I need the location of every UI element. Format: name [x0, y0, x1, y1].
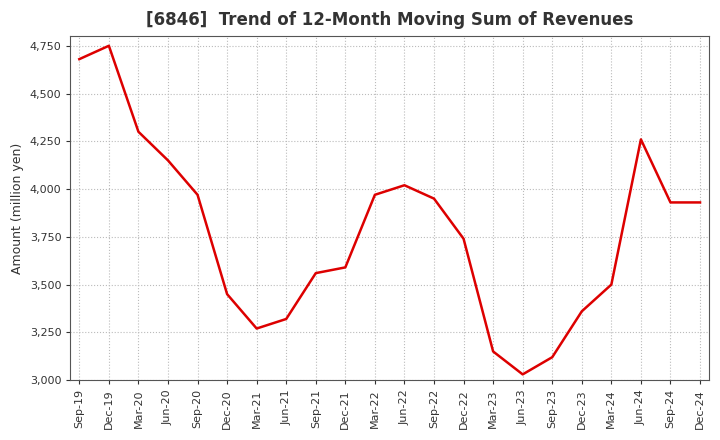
- Y-axis label: Amount (million yen): Amount (million yen): [11, 143, 24, 274]
- Title: [6846]  Trend of 12-Month Moving Sum of Revenues: [6846] Trend of 12-Month Moving Sum of R…: [146, 11, 634, 29]
